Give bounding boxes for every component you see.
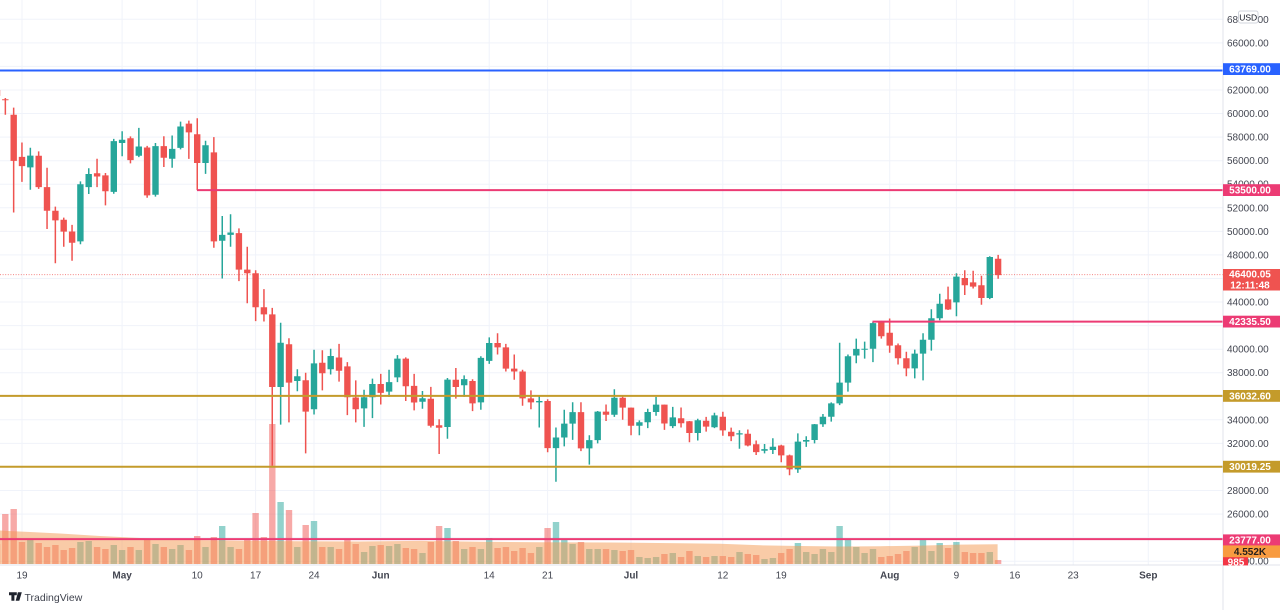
svg-text:Aug: Aug <box>880 571 899 582</box>
svg-text:May: May <box>112 571 132 582</box>
svg-text:12:11:48: 12:11:48 <box>1230 280 1270 291</box>
svg-text:19: 19 <box>16 571 28 582</box>
svg-text:USD: USD <box>1239 12 1257 22</box>
svg-text:34000.00: 34000.00 <box>1227 415 1269 426</box>
svg-text:63769.00: 63769.00 <box>1229 65 1271 76</box>
svg-text:36032.60: 36032.60 <box>1229 391 1271 402</box>
svg-text:10: 10 <box>192 571 204 582</box>
svg-text:50000.00: 50000.00 <box>1227 227 1269 238</box>
svg-text:19: 19 <box>776 571 788 582</box>
svg-text:48000.00: 48000.00 <box>1227 250 1269 261</box>
svg-text:52000.00: 52000.00 <box>1227 203 1269 214</box>
svg-text:21: 21 <box>542 571 554 582</box>
svg-text:23: 23 <box>1068 571 1080 582</box>
svg-text:24: 24 <box>308 571 320 582</box>
svg-text:12: 12 <box>717 571 729 582</box>
svg-text:26000.00: 26000.00 <box>1227 510 1269 521</box>
svg-text:60000.00: 60000.00 <box>1227 109 1269 120</box>
svg-text:Jun: Jun <box>372 571 390 582</box>
svg-text:32000.00: 32000.00 <box>1227 439 1269 450</box>
svg-text:62000.00: 62000.00 <box>1227 86 1269 97</box>
svg-text:4.552K: 4.552K <box>1234 547 1267 558</box>
svg-text:58000.00: 58000.00 <box>1227 133 1269 144</box>
svg-text:Jul: Jul <box>624 571 639 582</box>
svg-text:38000.00: 38000.00 <box>1227 368 1269 379</box>
svg-text:9: 9 <box>954 571 960 582</box>
svg-text:985: 985 <box>1228 557 1245 568</box>
svg-text:22000.00: 22000.00 <box>1227 557 1269 568</box>
svg-text:56000.00: 56000.00 <box>1227 156 1269 167</box>
svg-text:Sep: Sep <box>1139 571 1157 582</box>
svg-text:TradingView: TradingView <box>25 592 83 604</box>
svg-text:23777.00: 23777.00 <box>1229 536 1271 547</box>
svg-text:66000.00: 66000.00 <box>1227 38 1269 49</box>
svg-text:17: 17 <box>250 571 262 582</box>
svg-text:16: 16 <box>1009 571 1021 582</box>
svg-text:40000.00: 40000.00 <box>1227 345 1269 356</box>
svg-text:53500.00: 53500.00 <box>1229 186 1271 197</box>
svg-text:30019.25: 30019.25 <box>1229 462 1271 473</box>
svg-text:42335.50: 42335.50 <box>1229 317 1271 328</box>
svg-text:14: 14 <box>484 571 496 582</box>
svg-text:46400.05: 46400.05 <box>1229 270 1271 281</box>
svg-text:28000.00: 28000.00 <box>1227 486 1269 497</box>
svg-text:44000.00: 44000.00 <box>1227 298 1269 309</box>
